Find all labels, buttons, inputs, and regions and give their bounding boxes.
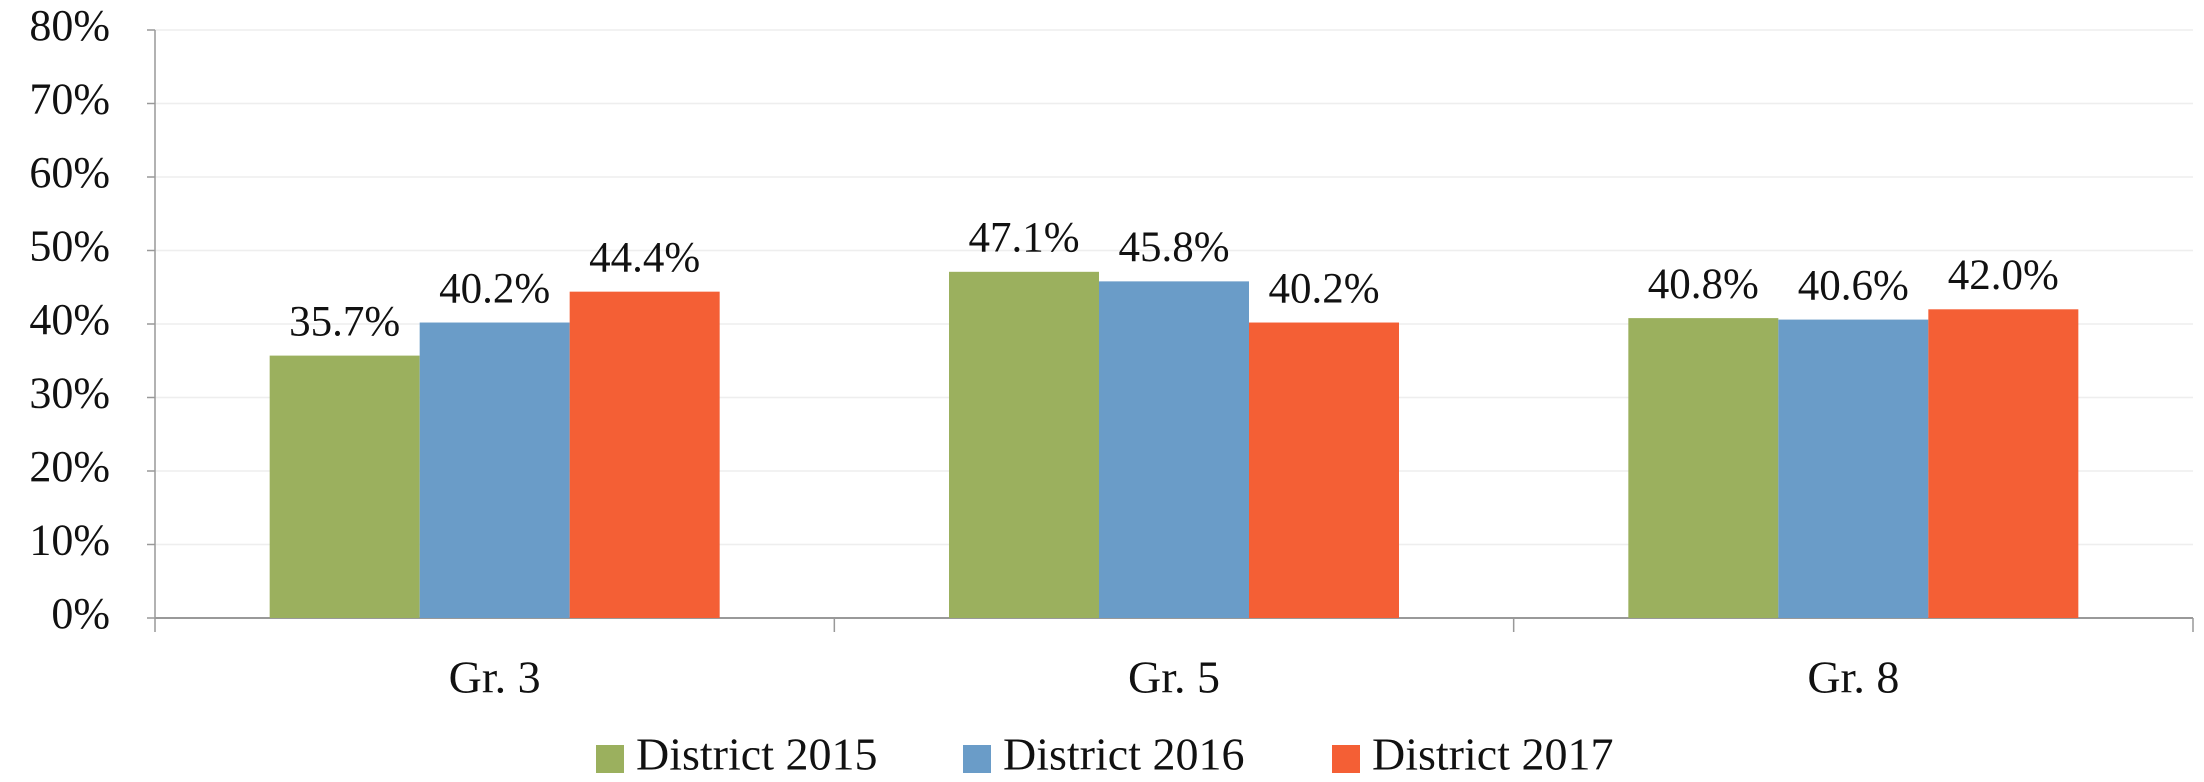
x-tick-label: Gr. 3 xyxy=(449,652,541,703)
y-tick-label: 80% xyxy=(29,1,110,50)
bar xyxy=(1778,319,1929,618)
y-tick-label: 20% xyxy=(29,442,110,491)
bar xyxy=(1249,322,1399,618)
legend-swatch xyxy=(596,745,624,773)
legend-label: District 2017 xyxy=(1372,729,1613,780)
data-label: 44.4% xyxy=(589,235,700,282)
y-tick-label: 40% xyxy=(29,295,110,344)
bar xyxy=(419,322,570,618)
legend-swatch xyxy=(1332,745,1360,773)
data-label: 40.2% xyxy=(439,265,550,312)
bar xyxy=(269,355,420,618)
x-tick-label: Gr. 5 xyxy=(1128,652,1220,703)
y-tick-label: 70% xyxy=(29,75,110,124)
bar xyxy=(1928,309,2079,618)
data-label: 35.7% xyxy=(289,298,400,345)
bar xyxy=(1099,281,1249,618)
y-tick-label: 10% xyxy=(29,516,110,565)
y-tick-label: 50% xyxy=(29,222,110,271)
y-tick-label: 60% xyxy=(29,148,110,197)
bar xyxy=(949,271,1099,618)
legend-label: District 2015 xyxy=(636,729,877,780)
bar xyxy=(1628,318,1779,618)
data-label: 42.0% xyxy=(1948,252,2059,299)
bar xyxy=(569,291,720,618)
legend-label: District 2016 xyxy=(1003,729,1244,780)
data-label: 40.2% xyxy=(1268,265,1379,312)
y-tick-label: 30% xyxy=(29,369,110,418)
data-label: 45.8% xyxy=(1118,224,1229,271)
y-tick-label: 0% xyxy=(51,589,110,638)
x-tick-label: Gr. 8 xyxy=(1807,652,1899,703)
data-label: 47.1% xyxy=(968,215,1079,262)
data-label: 40.6% xyxy=(1798,262,1909,309)
legend-swatch xyxy=(963,745,991,773)
data-label: 40.8% xyxy=(1648,261,1759,308)
